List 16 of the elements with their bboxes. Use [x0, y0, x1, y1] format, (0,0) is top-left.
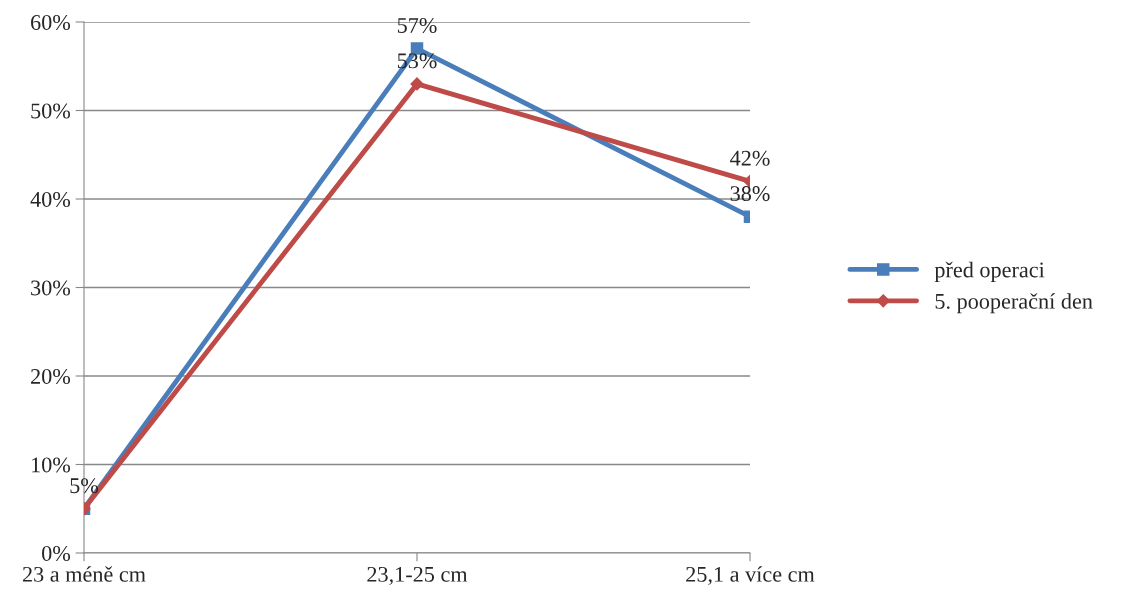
- x-tick-label: 25,1 a více cm: [686, 566, 815, 586]
- y-tick-label: 30%: [31, 280, 71, 296]
- y-tick-label: 0%: [42, 545, 71, 561]
- y-tick-label: 50%: [31, 103, 71, 119]
- data-label: 5%: [70, 478, 99, 494]
- data-label: 42%: [730, 150, 770, 166]
- data-label: 57%: [397, 17, 437, 33]
- y-tick-label: 10%: [32, 457, 71, 473]
- legend-label: 5. pooperační den: [935, 293, 1093, 314]
- x-tick-label: 23,1-25 cm: [367, 566, 468, 586]
- y-tick-label: 20%: [31, 368, 71, 384]
- data-label: 38%: [730, 186, 770, 202]
- x-tick-label: 23 a méně cm: [22, 566, 146, 582]
- legend-label: před operaci: [934, 261, 1045, 282]
- y-tick-label: 60%: [31, 14, 71, 30]
- y-tick-label: 40%: [30, 191, 71, 207]
